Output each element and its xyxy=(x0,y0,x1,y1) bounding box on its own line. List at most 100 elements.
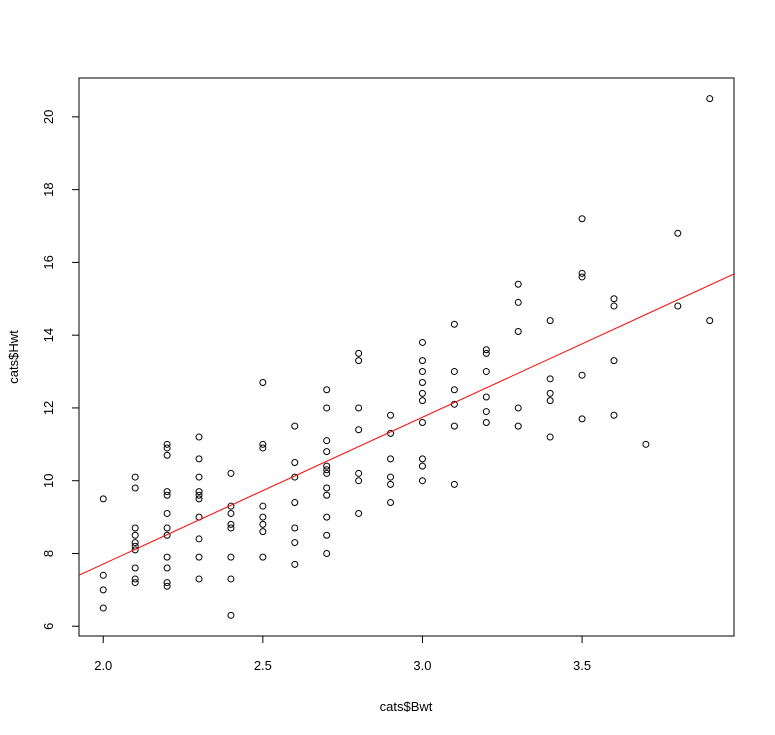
point xyxy=(131,546,139,554)
point xyxy=(450,386,458,394)
point xyxy=(259,520,267,528)
point xyxy=(578,371,586,379)
point xyxy=(131,531,139,539)
regression-line xyxy=(79,273,734,576)
point xyxy=(450,320,458,328)
point xyxy=(323,462,331,470)
y-tick-label: 10 xyxy=(41,473,56,487)
point xyxy=(195,491,203,499)
point xyxy=(259,444,267,452)
point xyxy=(195,455,203,463)
point xyxy=(323,484,331,492)
point xyxy=(131,484,139,492)
point xyxy=(387,480,395,488)
point xyxy=(163,553,171,561)
point xyxy=(163,491,171,499)
point xyxy=(418,477,426,485)
point xyxy=(227,553,235,561)
point xyxy=(195,535,203,543)
point xyxy=(163,579,171,587)
point xyxy=(131,524,139,532)
x-tick-label: 2.5 xyxy=(254,658,272,673)
point xyxy=(546,389,554,397)
point xyxy=(131,575,139,583)
point xyxy=(195,433,203,441)
point xyxy=(578,415,586,423)
point xyxy=(163,524,171,532)
point xyxy=(610,295,618,303)
y-tick-label: 14 xyxy=(41,328,56,342)
point xyxy=(355,357,363,365)
point xyxy=(131,473,139,481)
point xyxy=(323,404,331,412)
point xyxy=(195,495,203,503)
point xyxy=(387,455,395,463)
point xyxy=(355,477,363,485)
point xyxy=(291,459,299,467)
point xyxy=(163,488,171,496)
point xyxy=(131,579,139,587)
point xyxy=(323,437,331,445)
point xyxy=(195,473,203,481)
point xyxy=(450,422,458,430)
point xyxy=(163,451,171,459)
point xyxy=(482,346,490,354)
point xyxy=(418,462,426,470)
point xyxy=(323,386,331,394)
fit-clip xyxy=(79,273,734,576)
point xyxy=(163,531,171,539)
point xyxy=(259,528,267,536)
point xyxy=(291,499,299,507)
point xyxy=(610,302,618,310)
point xyxy=(674,229,682,237)
point xyxy=(323,469,331,477)
point xyxy=(418,378,426,386)
point xyxy=(610,411,618,419)
point xyxy=(514,328,522,336)
point xyxy=(387,411,395,419)
point xyxy=(227,469,235,477)
point xyxy=(706,95,714,103)
plot-frame xyxy=(78,77,735,637)
point xyxy=(323,466,331,474)
y-tick-label: 12 xyxy=(41,401,56,415)
point xyxy=(227,611,235,619)
point xyxy=(514,422,522,430)
point xyxy=(546,433,554,441)
y-tick-label: 8 xyxy=(41,550,56,557)
point xyxy=(163,564,171,572)
point xyxy=(482,349,490,357)
y-tick-label: 6 xyxy=(41,623,56,630)
point xyxy=(355,509,363,517)
point xyxy=(578,273,586,281)
y-tick-label: 16 xyxy=(41,255,56,269)
point xyxy=(387,499,395,507)
point xyxy=(514,280,522,288)
point xyxy=(99,586,107,594)
point xyxy=(546,317,554,325)
point xyxy=(706,317,714,325)
point xyxy=(418,338,426,346)
point xyxy=(195,488,203,496)
point xyxy=(355,469,363,477)
point xyxy=(99,571,107,579)
point xyxy=(546,375,554,383)
x-tick-label: 3.0 xyxy=(413,658,431,673)
point xyxy=(482,368,490,376)
point xyxy=(323,531,331,539)
point xyxy=(482,418,490,426)
point xyxy=(291,524,299,532)
x-axis-label: cats$Bwt xyxy=(380,699,433,714)
point xyxy=(227,509,235,517)
point xyxy=(514,298,522,306)
point xyxy=(610,357,618,365)
point xyxy=(259,553,267,561)
point xyxy=(323,491,331,499)
point xyxy=(195,553,203,561)
point xyxy=(418,357,426,365)
point xyxy=(227,575,235,583)
point xyxy=(259,440,267,448)
y-axis-label: cats$Hwt xyxy=(6,330,21,384)
